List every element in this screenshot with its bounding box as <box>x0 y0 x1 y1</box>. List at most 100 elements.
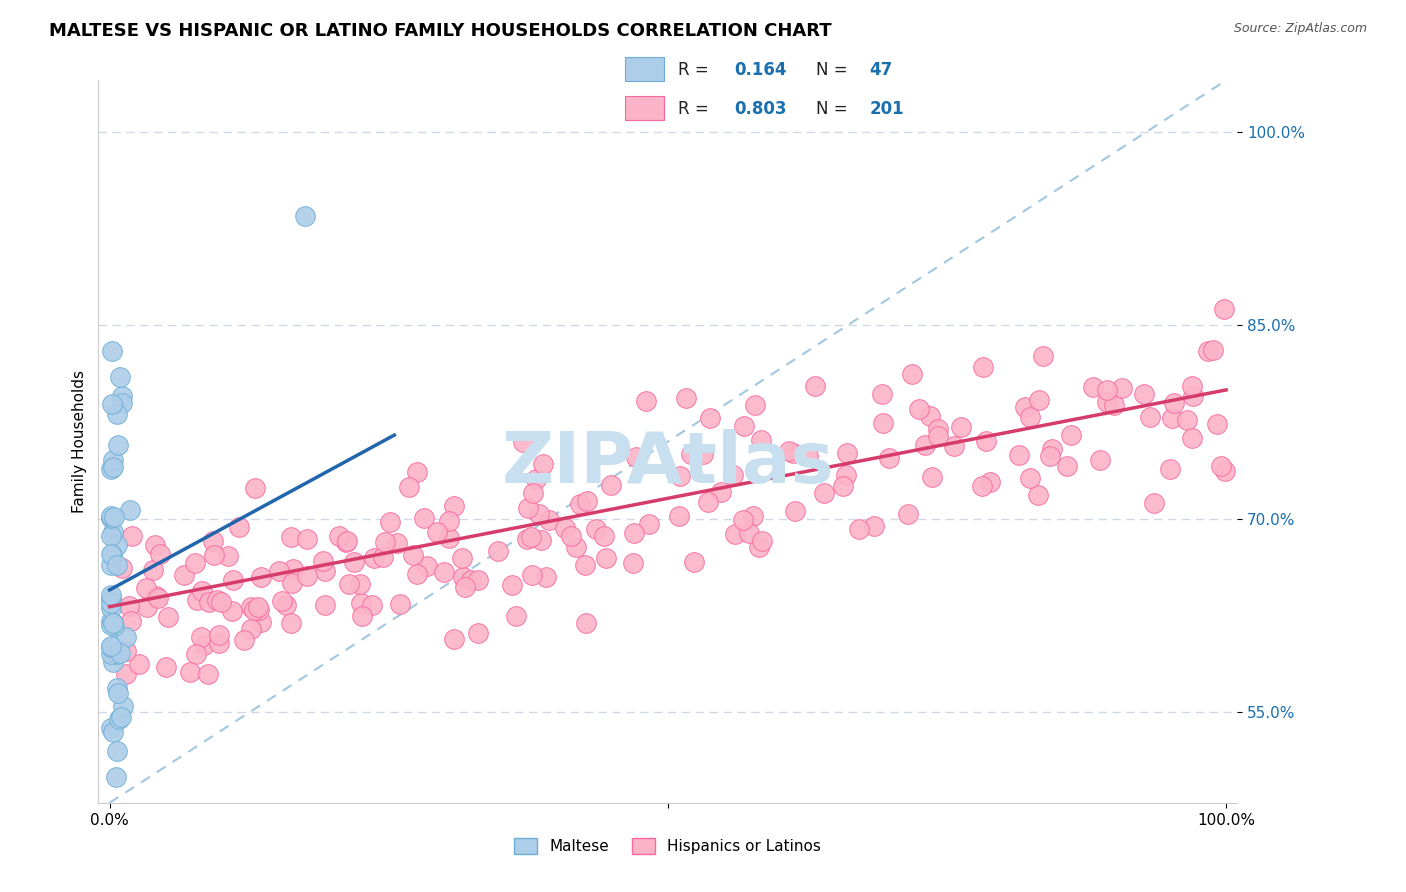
Point <box>1040 442 1063 457</box>
Point <box>115 666 138 681</box>
Point <box>520 530 543 544</box>
Point <box>245 481 267 495</box>
Point <box>536 570 558 584</box>
Point <box>621 556 644 570</box>
Point <box>1175 413 1198 427</box>
Point <box>221 573 243 587</box>
Point <box>1197 344 1219 359</box>
Point <box>184 647 207 661</box>
Point <box>927 422 949 436</box>
Point <box>426 525 449 540</box>
Point <box>221 604 243 618</box>
Point <box>107 712 129 726</box>
Point <box>516 533 538 547</box>
Point <box>100 647 122 661</box>
Point <box>374 535 396 549</box>
Point <box>120 502 142 516</box>
Point <box>314 564 336 578</box>
Point <box>136 600 159 615</box>
Point <box>104 770 127 784</box>
Point <box>128 657 150 672</box>
Point <box>1212 302 1234 317</box>
FancyBboxPatch shape <box>624 96 665 120</box>
Point <box>626 450 648 464</box>
Point <box>100 591 122 606</box>
Point <box>516 501 538 516</box>
Point <box>576 493 599 508</box>
Point <box>595 550 617 565</box>
Point <box>1206 417 1229 432</box>
Point <box>280 530 302 544</box>
Point <box>378 515 401 529</box>
Point <box>228 520 250 534</box>
Point <box>271 593 294 607</box>
Point <box>575 615 598 630</box>
Point <box>101 524 124 539</box>
Point <box>1056 459 1078 474</box>
Point <box>107 438 129 452</box>
Point <box>538 513 561 527</box>
Text: R =: R = <box>678 62 714 79</box>
Point <box>100 588 122 602</box>
Point <box>574 558 596 572</box>
Point <box>1014 400 1036 414</box>
Point <box>877 451 900 466</box>
Point <box>197 594 219 608</box>
Point <box>250 615 273 629</box>
Point <box>274 598 297 612</box>
Point <box>721 468 744 483</box>
Point <box>697 495 720 509</box>
Point <box>1102 398 1125 412</box>
Point <box>243 603 266 617</box>
Point <box>155 660 177 674</box>
Point <box>145 589 167 603</box>
Point <box>101 344 124 359</box>
Point <box>1111 381 1133 395</box>
Point <box>467 625 489 640</box>
Text: N =: N = <box>817 62 853 79</box>
Point <box>1032 349 1054 363</box>
Point <box>281 576 304 591</box>
Point <box>453 570 475 584</box>
Point <box>110 370 132 384</box>
Point <box>121 529 143 543</box>
Point <box>103 509 125 524</box>
Point <box>100 461 122 475</box>
Point <box>724 527 747 541</box>
Point <box>202 548 225 562</box>
Point <box>240 600 263 615</box>
Point <box>921 470 943 484</box>
Point <box>350 596 373 610</box>
Point <box>142 563 165 577</box>
Point <box>804 379 827 393</box>
Point <box>232 633 254 648</box>
Point <box>1181 431 1204 445</box>
Point <box>406 567 429 582</box>
Point <box>733 419 755 434</box>
Point <box>105 681 128 696</box>
Point <box>337 577 360 591</box>
Point <box>250 569 273 583</box>
Point <box>1090 453 1112 467</box>
Point <box>103 619 125 633</box>
Point <box>312 554 335 568</box>
Point <box>100 721 122 735</box>
Point <box>1060 428 1083 442</box>
Point <box>837 446 859 460</box>
Point <box>100 547 122 561</box>
Point <box>1142 496 1164 510</box>
Point <box>972 479 994 493</box>
Point <box>405 466 427 480</box>
Point <box>107 686 129 700</box>
Point <box>668 469 690 483</box>
Point <box>749 433 772 447</box>
Point <box>569 498 592 512</box>
Point <box>100 615 122 629</box>
Point <box>335 535 357 549</box>
Text: N =: N = <box>817 100 853 118</box>
Point <box>186 592 208 607</box>
Point <box>437 532 460 546</box>
Point <box>389 597 412 611</box>
Point <box>146 591 169 605</box>
Point <box>314 598 336 612</box>
